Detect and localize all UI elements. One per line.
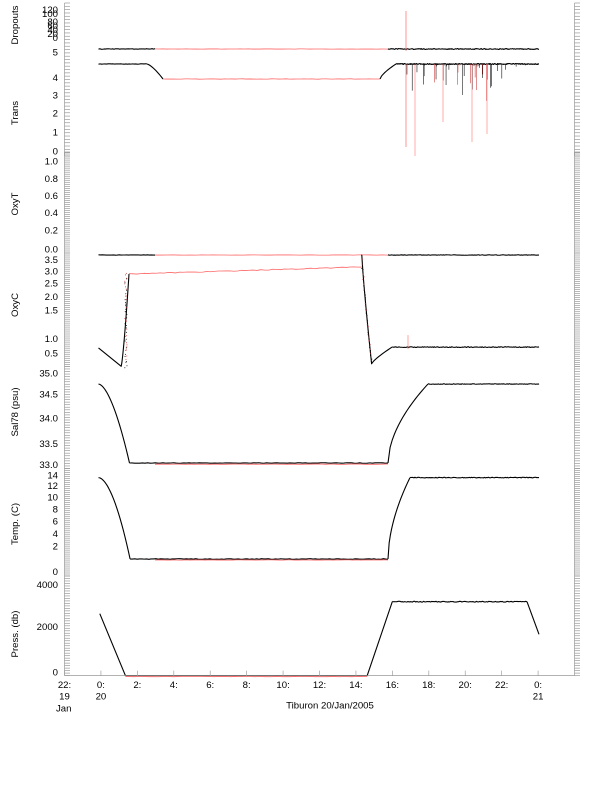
svg-text:Sal78 (psu): Sal78 (psu) [10, 387, 21, 436]
svg-text:3.0: 3.0 [45, 266, 58, 277]
svg-text:10: 10 [47, 493, 58, 504]
svg-text:120: 120 [42, 5, 58, 16]
svg-text:14: 14 [47, 471, 58, 482]
svg-text:20:: 20: [459, 680, 472, 691]
svg-text:OxyC: OxyC [10, 293, 21, 317]
svg-text:4: 4 [53, 529, 59, 540]
svg-text:19: 19 [59, 691, 70, 702]
svg-text:4: 4 [53, 73, 59, 84]
svg-text:3.5: 3.5 [45, 255, 58, 266]
svg-text:0.0: 0.0 [45, 245, 58, 256]
svg-text:4:: 4: [170, 680, 178, 691]
svg-text:0.4: 0.4 [45, 208, 59, 219]
svg-text:Trans: Trans [10, 101, 21, 125]
svg-text:1.0: 1.0 [45, 334, 58, 345]
svg-text:1: 1 [53, 128, 58, 139]
svg-text:2.5: 2.5 [45, 279, 58, 290]
svg-text:OxyT: OxyT [10, 192, 21, 215]
svg-text:2: 2 [53, 542, 58, 553]
svg-text:1.0: 1.0 [45, 157, 58, 168]
svg-text:0:: 0: [97, 680, 105, 691]
svg-text:Jan: Jan [56, 704, 71, 715]
svg-text:Press. (db): Press. (db) [10, 611, 21, 658]
svg-text:3: 3 [53, 91, 58, 102]
svg-text:0.8: 0.8 [45, 174, 58, 185]
svg-text:2:: 2: [133, 680, 141, 691]
svg-text:0.6: 0.6 [45, 191, 58, 202]
svg-text:22:: 22: [495, 680, 508, 691]
svg-text:8: 8 [53, 505, 58, 516]
svg-text:0:: 0: [534, 680, 542, 691]
svg-text:1.5: 1.5 [45, 306, 58, 317]
svg-text:5: 5 [53, 48, 58, 59]
svg-text:0.5: 0.5 [45, 349, 58, 360]
svg-text:21: 21 [533, 691, 544, 702]
svg-text:34.0: 34.0 [39, 414, 58, 425]
svg-text:6:: 6: [206, 680, 214, 691]
svg-text:12: 12 [47, 481, 58, 492]
svg-text:2: 2 [53, 109, 58, 120]
svg-text:14:: 14: [349, 680, 362, 691]
svg-text:22:: 22: [58, 680, 71, 691]
svg-text:0.2: 0.2 [45, 225, 58, 236]
svg-text:Tiburon 20/Jan/2005: Tiburon 20/Jan/2005 [286, 701, 374, 712]
svg-text:10:: 10: [276, 680, 289, 691]
svg-text:8:: 8: [243, 680, 251, 691]
svg-text:Temp. (C): Temp. (C) [10, 503, 21, 545]
svg-text:12:: 12: [313, 680, 326, 691]
svg-text:20: 20 [96, 691, 107, 702]
svg-text:33.5: 33.5 [39, 439, 58, 450]
svg-text:34.5: 34.5 [39, 389, 58, 400]
svg-text:0: 0 [53, 668, 58, 679]
svg-text:35.0: 35.0 [39, 368, 58, 379]
svg-text:6: 6 [53, 517, 58, 528]
svg-text:Dropouts: Dropouts [10, 5, 21, 44]
svg-text:18:: 18: [422, 680, 435, 691]
svg-text:0: 0 [53, 567, 58, 578]
svg-text:16:: 16: [386, 680, 399, 691]
svg-text:2000: 2000 [37, 622, 58, 633]
svg-text:2.0: 2.0 [45, 292, 58, 303]
svg-text:4000: 4000 [37, 580, 58, 591]
svg-text:33.0: 33.0 [39, 460, 58, 471]
